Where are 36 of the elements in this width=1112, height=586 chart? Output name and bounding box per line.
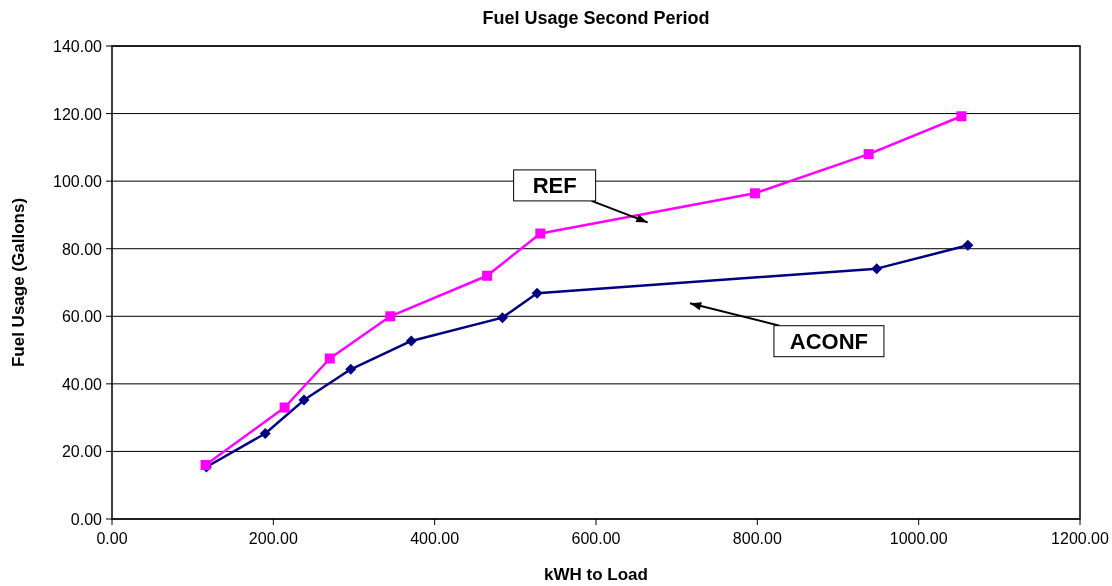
point [259, 428, 271, 440]
y-tick-label: 0.00 [70, 511, 103, 528]
x-tick-label: 1000.00 [889, 530, 948, 547]
x-axis-title: kWH to Load [544, 565, 648, 584]
point [482, 270, 493, 281]
point [496, 312, 508, 324]
x-tick-label: 1200.00 [1051, 530, 1110, 547]
x-tick-label: 800.00 [732, 530, 782, 547]
chart-title: Fuel Usage Second Period [482, 8, 710, 28]
point [298, 394, 310, 406]
point [385, 311, 396, 322]
y-axis-title: Fuel Usage (Gallons) [9, 197, 28, 368]
y-tick-label: 60.00 [61, 308, 103, 326]
point [345, 363, 357, 375]
point [956, 111, 967, 122]
y-tick-label: 20.00 [61, 443, 103, 461]
text: ACONF [789, 329, 869, 355]
point [535, 228, 546, 239]
point [863, 149, 874, 160]
y-tick-label: 80.00 [61, 240, 103, 258]
point [531, 287, 543, 299]
x-tick-label: 200.00 [248, 530, 298, 547]
x-tick-label: 600.00 [571, 530, 621, 547]
series-label: REF [532, 173, 577, 199]
point [324, 353, 335, 364]
point [405, 335, 417, 347]
y-tick-label: 40.00 [61, 375, 103, 393]
point [962, 239, 974, 251]
x-tick-label: 0.00 [96, 530, 128, 547]
x-tick-label: 400.00 [410, 530, 460, 547]
point [749, 188, 760, 199]
y-tick-label: 120.00 [53, 105, 103, 123]
y-tick-label: 140.00 [53, 38, 103, 55]
point [871, 263, 883, 275]
y-tick-label: 100.00 [53, 173, 103, 191]
point [279, 402, 290, 413]
